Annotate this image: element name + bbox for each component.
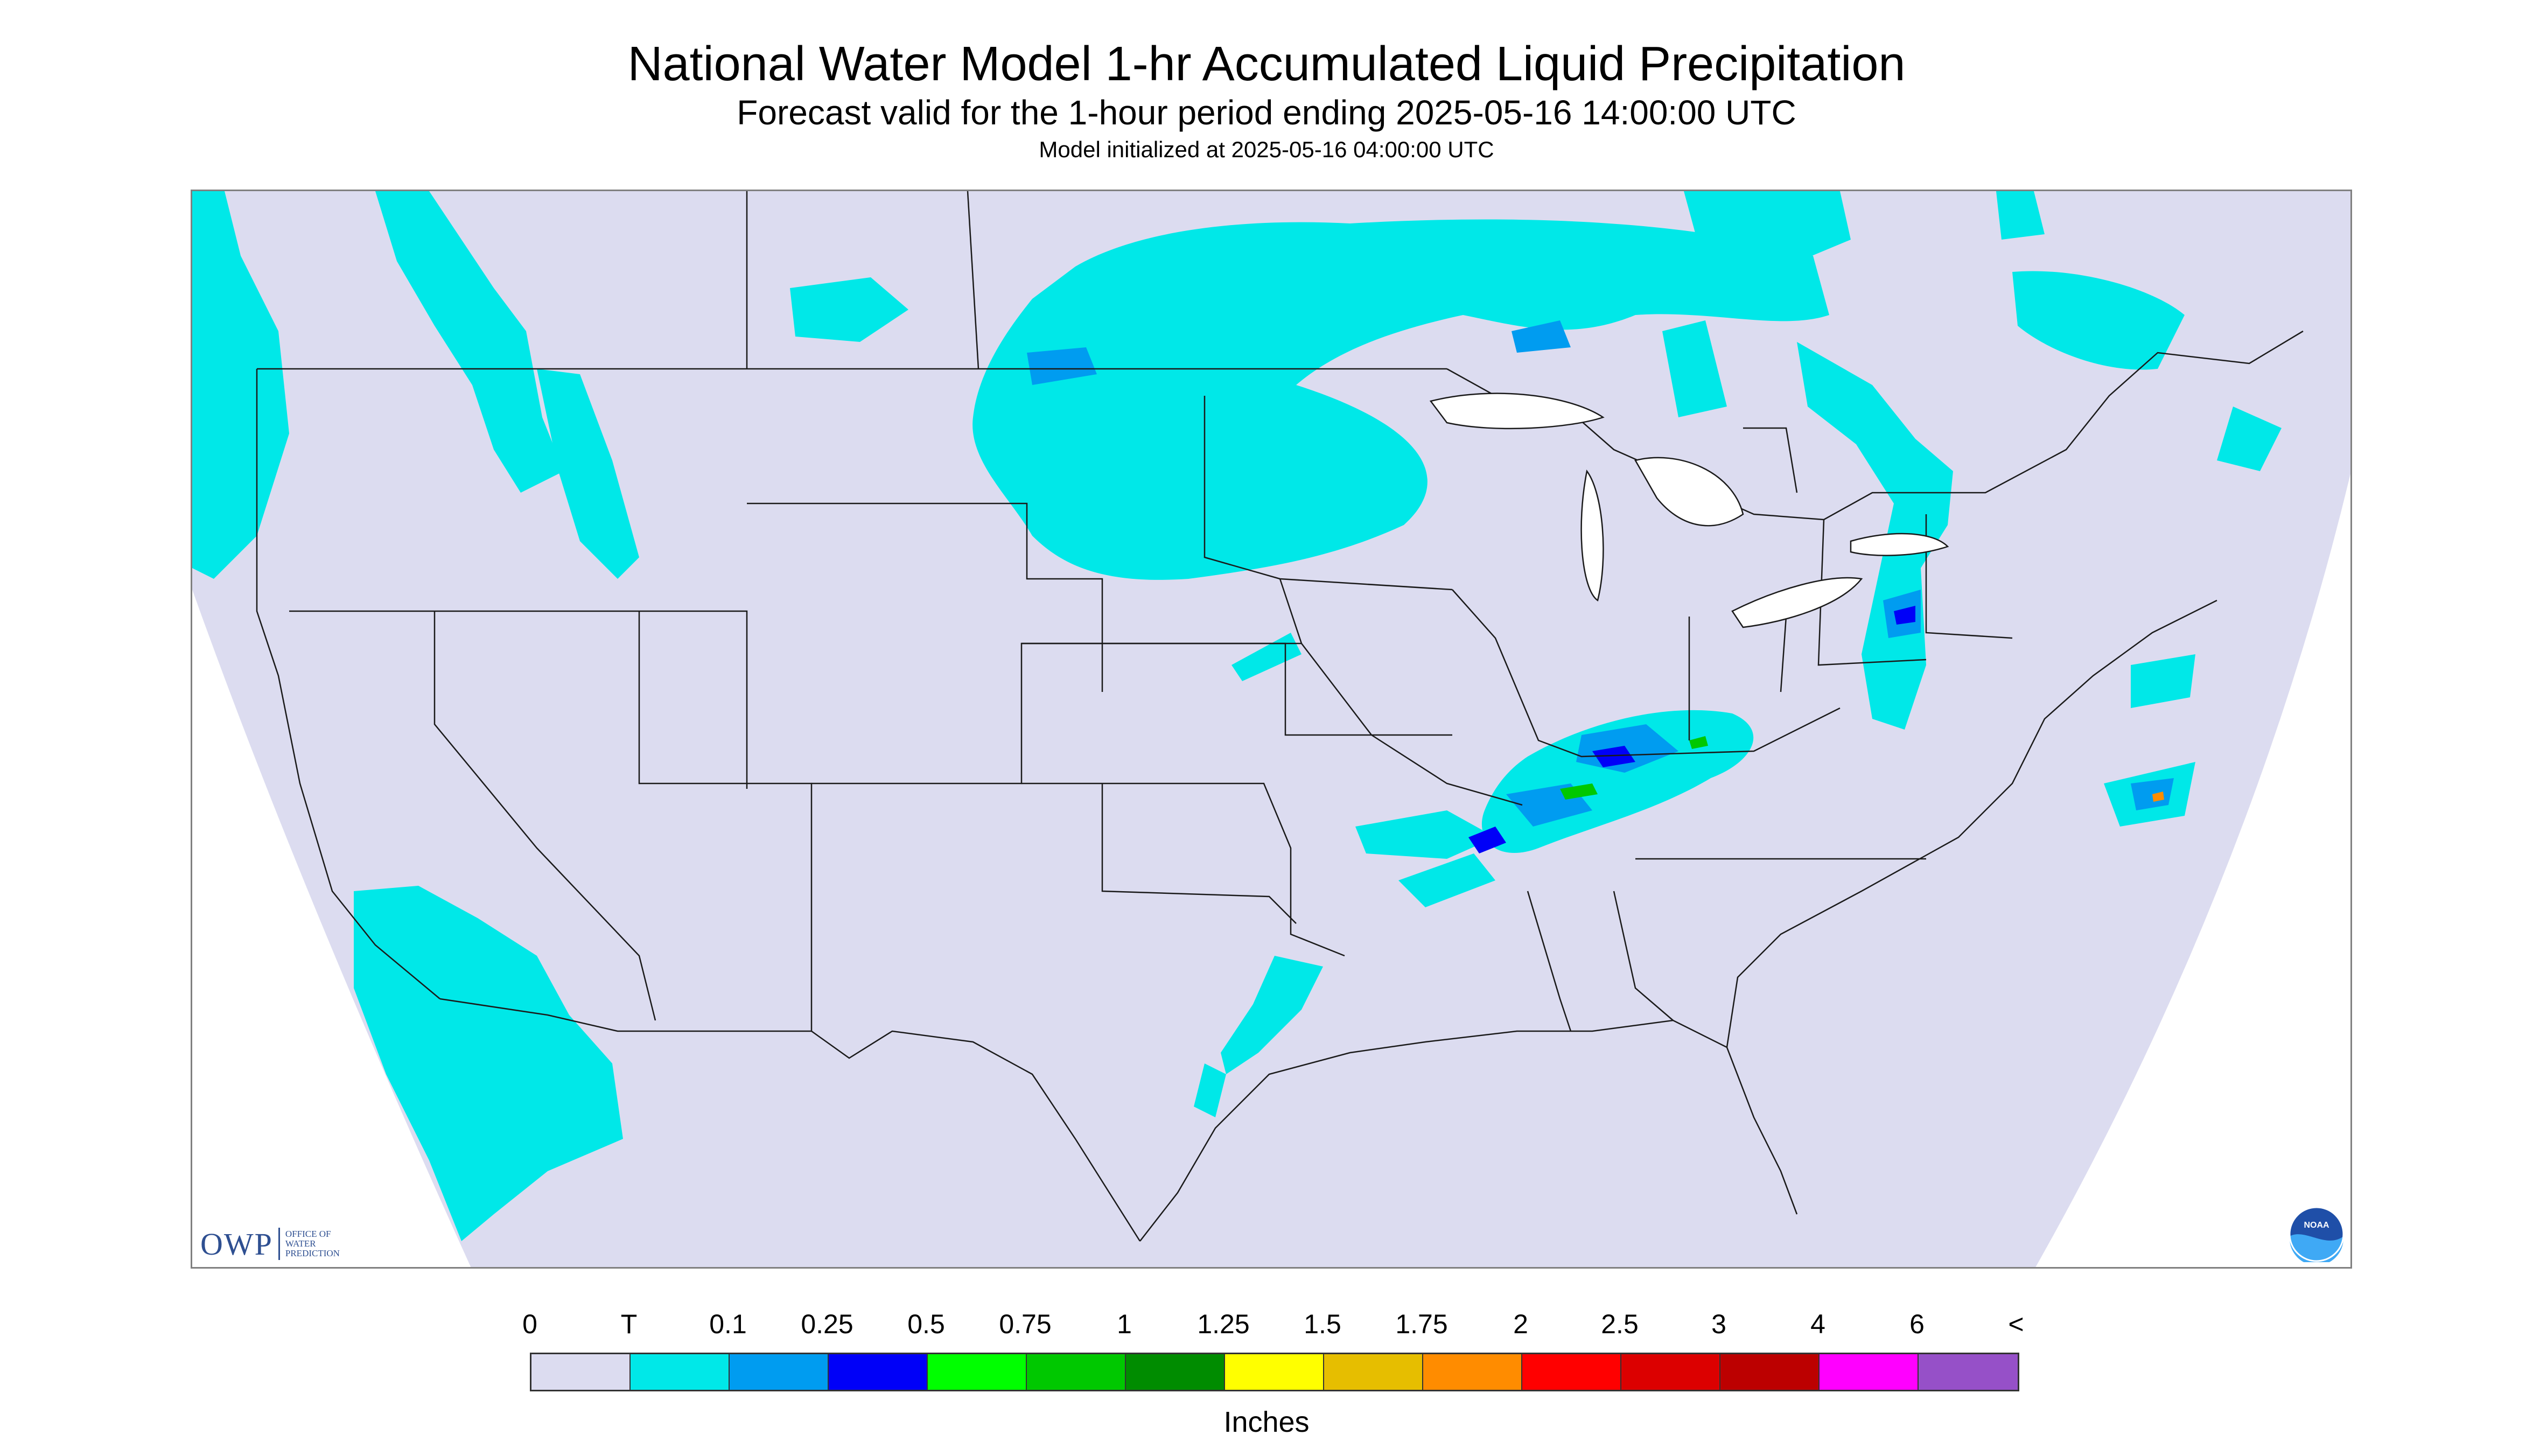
precip-areas-intense [2152,792,2164,802]
legend-units: Inches [1223,1406,1310,1438]
legend-swatch [1027,1354,1126,1390]
legend-tick-label: < [2008,1309,2024,1339]
noaa-logo-text: NOAA [2304,1221,2329,1230]
map-canvas [192,191,2350,1267]
legend-swatch [1522,1354,1621,1390]
legend-tick-label: 0.5 [907,1309,945,1339]
owp-logo: OWP Office of Water Prediction [200,1225,361,1263]
legend-swatch [631,1354,730,1390]
precip-areas-heavy [1560,736,1708,800]
owp-logo-mark: OWP [200,1226,273,1262]
legend-tick-label: 1.25 [1197,1309,1250,1339]
legend-swatch [1324,1354,1423,1390]
legend-swatch [1225,1354,1324,1390]
precip-areas-trace [192,191,2282,1241]
map-subtitle: Forecast valid for the 1-hour period end… [737,93,1796,132]
legend-swatch [1423,1354,1522,1390]
map-title: National Water Model 1-hr Accumulated Li… [627,37,1906,91]
legend-tick-label: 0.25 [801,1309,853,1339]
legend-swatch [1720,1354,1820,1390]
legend-swatch [1820,1354,1919,1390]
legend-tick-label: 0.1 [709,1309,747,1339]
legend-tick-label: 1.75 [1395,1309,1448,1339]
legend-tick-label: 2.5 [1601,1309,1639,1339]
legend-swatch [928,1354,1027,1390]
precipitation-map[interactable] [191,190,2352,1269]
legend-tick-label: 3 [1711,1309,1726,1339]
legend-swatch [1126,1354,1225,1390]
legend-tick-label: 1.5 [1304,1309,1341,1339]
political-boundaries [256,191,2304,1242]
owp-logo-divider [278,1228,280,1260]
great-lakes [1429,393,1949,628]
legend-colorbar [530,1353,2019,1391]
legend-tick-label: 0 [522,1309,537,1339]
precip-areas-light [1027,320,2174,827]
legend-tick-label: 0.75 [999,1309,1052,1339]
legend-swatch [1919,1354,2018,1390]
model-domain [192,191,2350,1267]
legend-tick-label: 6 [1909,1309,1925,1339]
legend-tick-label: T [620,1309,638,1339]
legend-swatch [730,1354,829,1390]
precip-areas-moderate [1468,606,1915,853]
legend-swatch [531,1354,631,1390]
noaa-logo: NOAA [2289,1206,2345,1262]
model-init-text: Model initialized at 2025-05-16 04:00:00… [1039,137,1494,162]
legend-ticks: 0 T 0.1 0.25 0.5 0.75 1 1.25 1.5 1.75 2 2.5 3 4 6 < [0,1292,2533,1454]
legend-tick-label: 4 [1810,1309,1825,1339]
legend-swatch [829,1354,928,1390]
owp-logo-text: Office of Water Prediction [285,1229,340,1258]
legend-swatch [1621,1354,1720,1390]
legend-tick-label: 2 [1513,1309,1528,1339]
legend-tick-label: 1 [1117,1309,1132,1339]
